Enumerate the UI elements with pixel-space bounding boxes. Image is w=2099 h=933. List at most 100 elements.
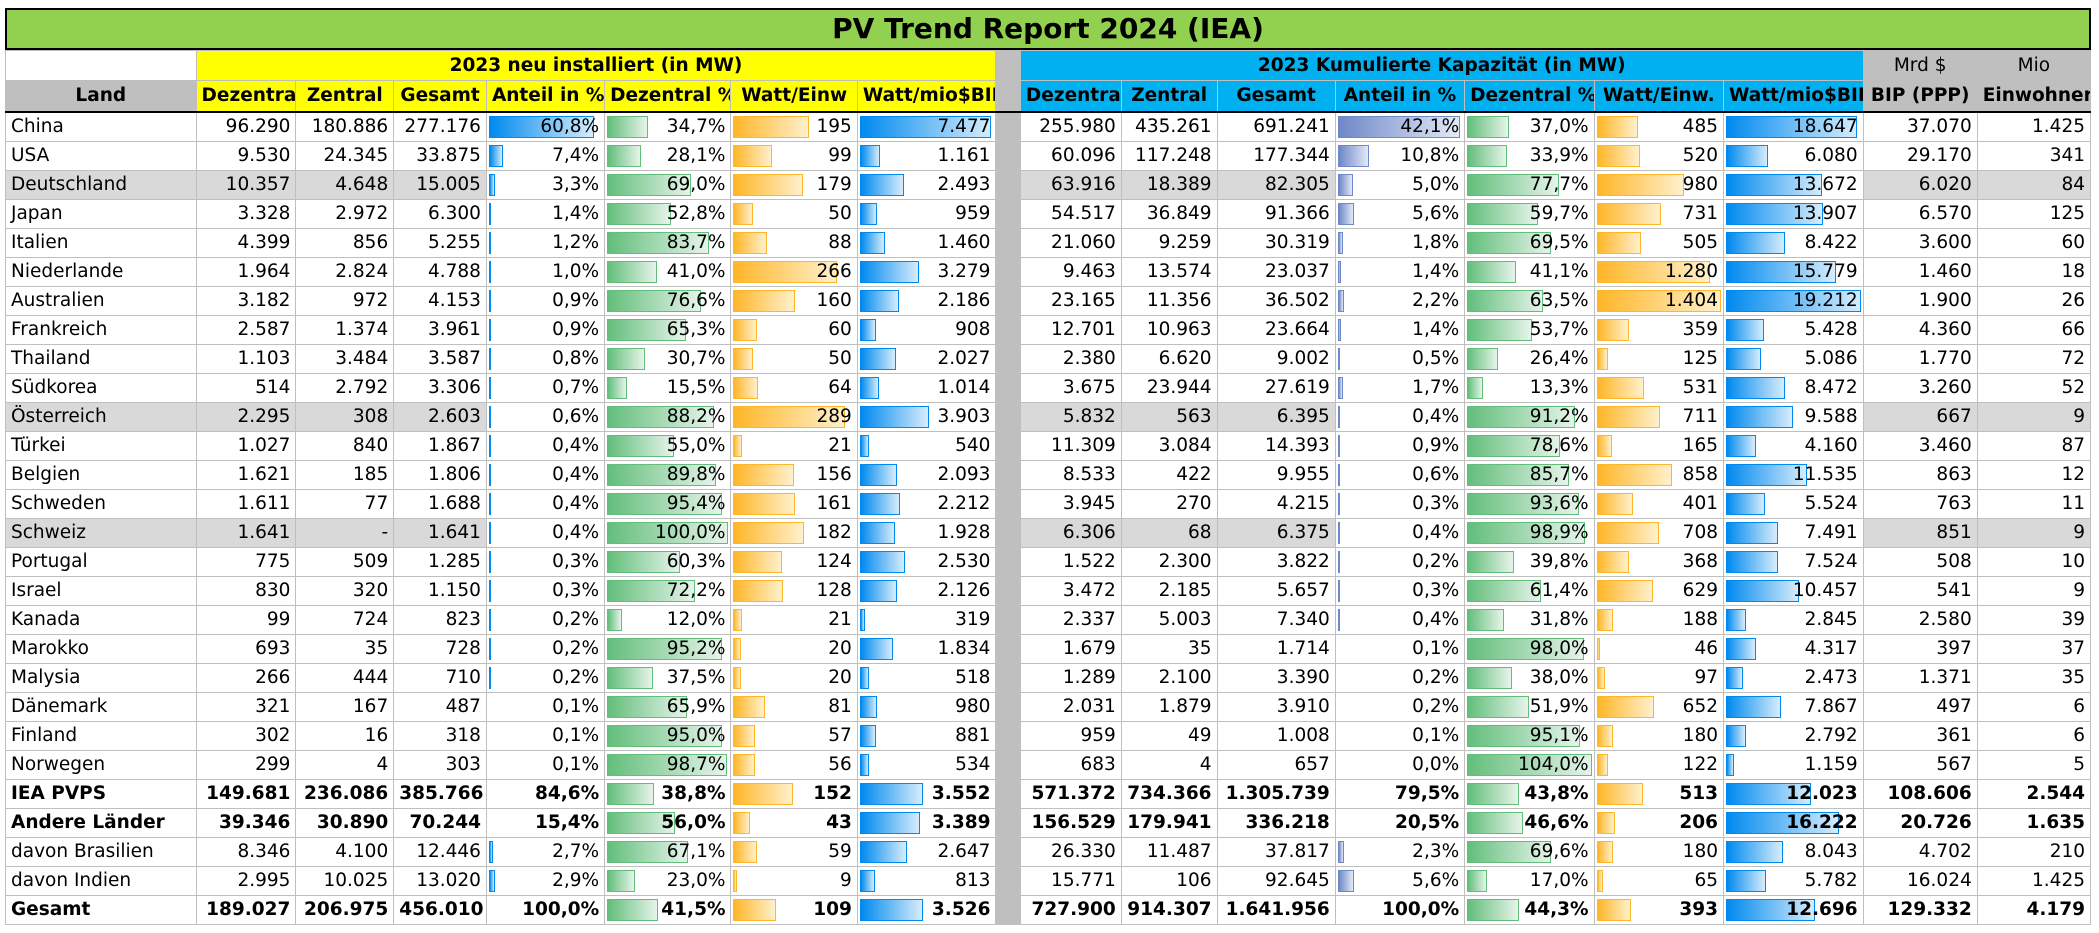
cell-new-zentral[interactable]: 167 xyxy=(295,691,395,722)
cell-cum-watt-bip[interactable]: 7.524 xyxy=(1722,546,1864,577)
cell-cum-anteil[interactable]: 79,5% xyxy=(1334,778,1466,809)
cell-einwohner[interactable]: 9 xyxy=(1976,517,2092,548)
cell-einwohner[interactable]: 87 xyxy=(1976,430,2092,461)
cell-cum-zentral[interactable]: 734.366 xyxy=(1120,778,1218,809)
cell-new-anteil[interactable]: 100,0% xyxy=(485,894,606,925)
cell-bip[interactable]: 667 xyxy=(1862,401,1978,432)
cell-bip[interactable]: 863 xyxy=(1862,459,1978,490)
cell-new-zentral[interactable]: 236.086 xyxy=(295,778,395,809)
cell-new-gesamt[interactable]: 70.244 xyxy=(393,807,487,838)
cell-cum-gesamt[interactable]: 3.910 xyxy=(1216,691,1336,722)
cell-einwohner[interactable]: 6 xyxy=(1976,720,2092,751)
cell-bip[interactable]: 541 xyxy=(1862,575,1978,606)
cell-new-gesamt[interactable]: 5.255 xyxy=(393,227,487,258)
cell-cum-watt-einw[interactable]: 46 xyxy=(1593,633,1724,664)
cell-new-zentral[interactable]: 4 xyxy=(295,749,395,780)
cell-cum-watt-einw[interactable]: 65 xyxy=(1593,865,1724,896)
cell-einwohner[interactable]: 37 xyxy=(1976,633,2092,664)
cell-bip[interactable]: 763 xyxy=(1862,488,1978,519)
cell-bip[interactable]: 6.020 xyxy=(1862,169,1978,200)
cell-einwohner[interactable]: 1.635 xyxy=(1976,807,2092,838)
cell-cum-watt-bip[interactable]: 7.491 xyxy=(1722,517,1864,548)
cell-cum-gesamt[interactable]: 30.319 xyxy=(1216,227,1336,258)
cell-new-dezentral-pct[interactable]: 60,3% xyxy=(604,546,732,577)
cell-cum-zentral[interactable]: 23.944 xyxy=(1120,372,1218,403)
cell-new-zentral[interactable]: 1.374 xyxy=(295,314,395,345)
cell-new-gesamt[interactable]: 277.176 xyxy=(393,111,487,142)
cell-einwohner[interactable]: 39 xyxy=(1976,604,2092,635)
cell-new-dezentral[interactable]: 10.357 xyxy=(195,169,297,200)
cell-cum-dezentral[interactable]: 15.771 xyxy=(1019,865,1122,896)
cell-new-watt-einw[interactable]: 21 xyxy=(730,604,858,635)
cell-cum-zentral[interactable]: 4 xyxy=(1120,749,1218,780)
cell-cum-anteil[interactable]: 20,5% xyxy=(1334,807,1466,838)
cell-new-zentral[interactable]: 308 xyxy=(295,401,395,432)
cell-cum-watt-einw[interactable]: 505 xyxy=(1593,227,1724,258)
cell-einwohner[interactable]: 2.544 xyxy=(1976,778,2092,809)
cell-new-dezentral[interactable]: 1.621 xyxy=(195,459,297,490)
cell-new-gesamt[interactable]: 4.153 xyxy=(393,285,487,316)
cell-new-watt-bip[interactable]: 2.530 xyxy=(856,546,997,577)
cell-new-zentral[interactable]: 185 xyxy=(295,459,395,490)
cell-cum-gesamt[interactable]: 3.822 xyxy=(1216,546,1336,577)
cell-new-watt-einw[interactable]: 289 xyxy=(730,401,858,432)
cell-new-anteil[interactable]: 1,2% xyxy=(485,227,606,258)
cell-cum-dezentral[interactable]: 63.916 xyxy=(1019,169,1122,200)
cell-new-dezentral-pct[interactable]: 83,7% xyxy=(604,227,732,258)
cell-cum-watt-bip[interactable]: 19.212 xyxy=(1722,285,1864,316)
cell-land[interactable]: Südkorea xyxy=(5,372,197,403)
cell-new-watt-bip[interactable]: 3.903 xyxy=(856,401,997,432)
cell-einwohner[interactable]: 9 xyxy=(1976,575,2092,606)
cell-new-gesamt[interactable]: 385.766 xyxy=(393,778,487,809)
cell-new-zentral[interactable]: 180.886 xyxy=(295,111,395,142)
cell-cum-dezentral[interactable]: 255.980 xyxy=(1019,111,1122,142)
cell-cum-watt-bip[interactable]: 10.457 xyxy=(1722,575,1864,606)
cell-cum-anteil[interactable]: 5,0% xyxy=(1334,169,1466,200)
cell-new-watt-einw[interactable]: 152 xyxy=(730,778,858,809)
cell-new-dezentral-pct[interactable]: 100,0% xyxy=(604,517,732,548)
cell-new-anteil[interactable]: 0,2% xyxy=(485,633,606,664)
cell-cum-zentral[interactable]: 2.185 xyxy=(1120,575,1218,606)
cell-new-dezentral-pct[interactable]: 37,5% xyxy=(604,662,732,693)
cell-cum-watt-bip[interactable]: 4.160 xyxy=(1722,430,1864,461)
cell-new-zentral[interactable]: 2.792 xyxy=(295,372,395,403)
cell-cum-anteil[interactable]: 0,3% xyxy=(1334,575,1466,606)
cell-new-watt-bip[interactable]: 2.027 xyxy=(856,343,997,374)
cell-cum-watt-einw[interactable]: 125 xyxy=(1593,343,1724,374)
cell-new-gesamt[interactable]: 3.587 xyxy=(393,343,487,374)
cell-new-dezentral-pct[interactable]: 65,9% xyxy=(604,691,732,722)
cell-new-gesamt[interactable]: 3.306 xyxy=(393,372,487,403)
cell-cum-zentral[interactable]: 422 xyxy=(1120,459,1218,490)
cell-new-watt-bip[interactable]: 1.928 xyxy=(856,517,997,548)
cell-cum-anteil[interactable]: 0,1% xyxy=(1334,720,1466,751)
cell-land[interactable]: Schweiz xyxy=(5,517,197,548)
cell-cum-watt-bip[interactable]: 5.428 xyxy=(1722,314,1864,345)
header-left-watt-bip[interactable]: Watt/mio$BIP xyxy=(856,80,997,113)
cell-cum-zentral[interactable]: 68 xyxy=(1120,517,1218,548)
cell-new-dezentral[interactable]: 266 xyxy=(195,662,297,693)
cell-cum-watt-bip[interactable]: 16.222 xyxy=(1722,807,1864,838)
cell-cum-watt-einw[interactable]: 180 xyxy=(1593,836,1724,867)
cell-einwohner[interactable]: 26 xyxy=(1976,285,2092,316)
cell-land[interactable]: Thailand xyxy=(5,343,197,374)
cell-new-watt-bip[interactable]: 3.552 xyxy=(856,778,997,809)
cell-cum-gesamt[interactable]: 23.664 xyxy=(1216,314,1336,345)
cell-cum-zentral[interactable]: 6.620 xyxy=(1120,343,1218,374)
cell-cum-watt-einw[interactable]: 711 xyxy=(1593,401,1724,432)
cell-new-anteil[interactable]: 1,0% xyxy=(485,256,606,287)
cell-cum-gesamt[interactable]: 9.955 xyxy=(1216,459,1336,490)
header-left-gesamt[interactable]: Gesamt xyxy=(393,80,487,113)
cell-cum-gesamt[interactable]: 23.037 xyxy=(1216,256,1336,287)
cell-cum-zentral[interactable]: 18.389 xyxy=(1120,169,1218,200)
cell-new-watt-bip[interactable]: 1.460 xyxy=(856,227,997,258)
cell-cum-watt-einw[interactable]: 731 xyxy=(1593,198,1724,229)
cell-new-gesamt[interactable]: 3.961 xyxy=(393,314,487,345)
cell-new-anteil[interactable]: 15,4% xyxy=(485,807,606,838)
cell-cum-dezentral-pct[interactable]: 69,6% xyxy=(1464,836,1595,867)
cell-cum-watt-einw[interactable]: 401 xyxy=(1593,488,1724,519)
cell-land[interactable]: Marokko xyxy=(5,633,197,664)
cell-new-dezentral[interactable]: 39.346 xyxy=(195,807,297,838)
cell-new-gesamt[interactable]: 15.005 xyxy=(393,169,487,200)
cell-einwohner[interactable]: 35 xyxy=(1976,662,2092,693)
cell-land[interactable]: Portugal xyxy=(5,546,197,577)
